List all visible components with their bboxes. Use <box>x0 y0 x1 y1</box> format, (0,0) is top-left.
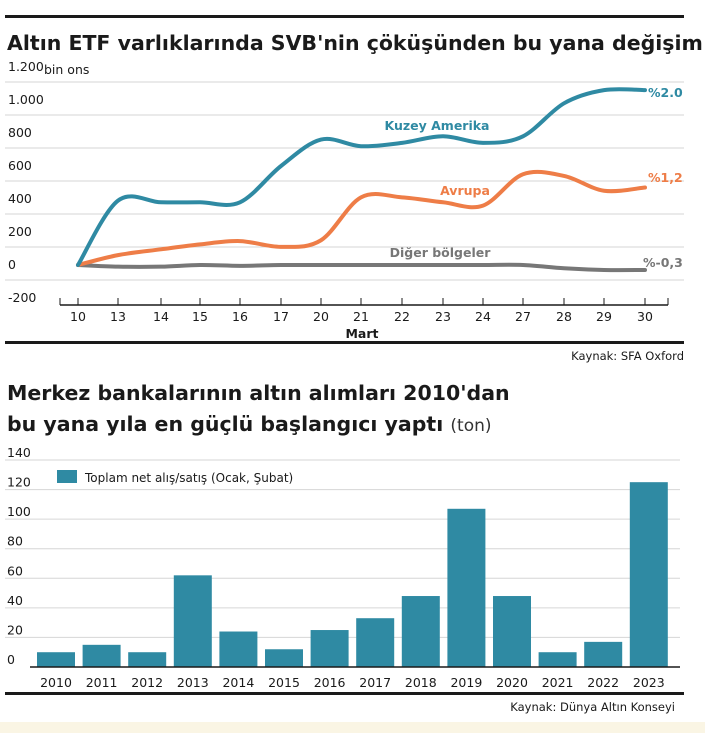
chart1-x-tick-label: 23 <box>435 309 451 324</box>
end-label-kuzey-amerika: %2.0 <box>648 85 683 100</box>
chart1-y-ticks: 1.200 1.000 800 600 400 200 0 -200 <box>8 59 44 305</box>
chart2-x-tick-label: 2022 <box>587 675 619 690</box>
series-label-avrupa: Avrupa <box>440 183 490 198</box>
series-label-kuzey-amerika: Kuzey Amerika <box>385 118 490 133</box>
bar-2021 <box>538 652 577 667</box>
chart2-x-tick-label: 2018 <box>405 675 437 690</box>
chart2-legend-label: Toplam net alış/satış (Ocak, Şubat) <box>84 471 293 485</box>
chart1-y-tick-label: 1.200 <box>8 59 44 74</box>
end-label-diger-bolgeler: %-0,3 <box>643 255 683 270</box>
chart1-x-tick-label: 28 <box>556 309 572 324</box>
chart1-x-tick-label: 27 <box>515 309 531 324</box>
top-rule <box>5 15 684 18</box>
chart2-x-tick-label: 2015 <box>268 675 300 690</box>
chart1-x-ticks: 10 13 14 15 16 17 20 21 22 23 24 27 28 29 30 <box>59 298 669 324</box>
chart2-bars <box>37 482 668 667</box>
chart2-x-tick-label: 2011 <box>86 675 118 690</box>
chart1-x-tick-label: 15 <box>192 309 208 324</box>
chart2-source: Kaynak: Dünya Altın Konseyi <box>510 700 675 714</box>
bar-2023 <box>629 482 668 667</box>
chart1-x-tick-label: 10 <box>70 309 86 324</box>
chart2-gridlines <box>5 459 680 638</box>
chart2-title-line1: Merkez bankalarının altın alımları 2010'… <box>7 381 510 405</box>
page-bottom-strip <box>0 722 705 733</box>
end-label-avrupa: %1,2 <box>648 170 683 185</box>
chart2-unit: (ton) <box>450 416 491 436</box>
bar-2020 <box>493 596 531 667</box>
chart2-x-tick-label: 2017 <box>359 675 391 690</box>
chart2-y-tick-label: 0 <box>7 652 15 667</box>
chart1-y-tick-label: 600 <box>8 158 32 173</box>
chart2-x-tick-label: 2013 <box>177 675 209 690</box>
chart2-y-tick-label: 120 <box>7 475 31 490</box>
chart1-y-tick-label: 800 <box>8 125 32 140</box>
chart1-x-tick-label: 29 <box>596 309 612 324</box>
chart2-legend-swatch <box>57 470 77 483</box>
chart2-x-tick-label: 2016 <box>314 675 346 690</box>
chart2-y-tick-label: 60 <box>7 563 23 578</box>
chart1-x-tick-label: 16 <box>232 309 248 324</box>
chart1-y-tick-label: 200 <box>8 224 32 239</box>
bar-2019 <box>447 508 486 667</box>
chart1-title: Altın ETF varlıklarında SVB'nin çöküşünd… <box>7 31 703 55</box>
chart1-y-tick-label: 400 <box>8 191 32 206</box>
chart2-y-ticks: 140 120 100 80 60 40 20 0 <box>7 445 31 667</box>
chart1-y-tick-label: -200 <box>8 290 36 305</box>
chart2-y-tick-label: 140 <box>7 445 31 460</box>
chart2-x-tick-label: 2010 <box>40 675 72 690</box>
bar-2013 <box>173 575 212 667</box>
bar-2012 <box>128 652 167 667</box>
chart1-x-tick-label: 13 <box>110 309 126 324</box>
chart1-x-tick-label: 17 <box>273 309 289 324</box>
series-label-diger-bolgeler: Diğer bölgeler <box>390 245 492 260</box>
chart2-y-tick-label: 100 <box>7 504 31 519</box>
bar-2015 <box>265 649 303 667</box>
chart1-bottom-rule <box>5 341 684 344</box>
line-kuzey-amerika <box>76 87 647 267</box>
chart2-x-tick-label: 2020 <box>496 675 528 690</box>
line-diger-bolgeler <box>76 262 647 273</box>
chart1-x-label: Mart <box>345 326 378 341</box>
chart2-title-main: bu yana yıla en güçlü başlangıcı yaptı <box>7 412 443 436</box>
chart2-x-ticks: 2010 2011 2012 2013 2014 2015 2016 2017 2018 2019… <box>40 675 665 690</box>
chart2-y-tick-label: 40 <box>7 593 23 608</box>
chart2-y-tick-label: 80 <box>7 534 23 549</box>
chart1-y-tick-label: 0 <box>8 257 16 272</box>
chart1-source: Kaynak: SFA Oxford <box>571 349 684 363</box>
chart1-x-tick-label: 21 <box>353 309 369 324</box>
chart1-x-tick-label: 20 <box>313 309 329 324</box>
chart2-x-tick-label: 2012 <box>131 675 163 690</box>
chart1-series-lines <box>76 87 647 273</box>
bar-2010 <box>37 652 75 667</box>
bar-2014 <box>219 631 258 667</box>
chart1-y-tick-label: 1.000 <box>8 92 44 107</box>
bar-2016 <box>310 630 349 667</box>
chart1-x-tick-label: 24 <box>475 309 491 324</box>
chart1-x-tick-label: 30 <box>637 309 653 324</box>
chart2-title-line2: bu yana yıla en güçlü başlangıcı yaptı (… <box>7 412 492 436</box>
bar-2022 <box>584 641 623 667</box>
bar-2011 <box>82 644 121 667</box>
bar-2018 <box>401 596 440 667</box>
chart2-x-tick-label: 2014 <box>222 675 254 690</box>
chart1-x-tick-label: 22 <box>394 309 410 324</box>
chart2-x-tick-label: 2019 <box>450 675 482 690</box>
chart2-x-tick-label: 2021 <box>542 675 574 690</box>
chart1-x-tick-label: 14 <box>153 309 169 324</box>
line-avrupa <box>76 169 647 267</box>
chart2-y-tick-label: 20 <box>7 622 23 637</box>
chart2-x-tick-label: 2023 <box>633 675 665 690</box>
bar-2017 <box>356 618 395 667</box>
chart1-unit-label: bin ons <box>44 62 89 77</box>
chart2-bottom-rule <box>5 692 684 695</box>
